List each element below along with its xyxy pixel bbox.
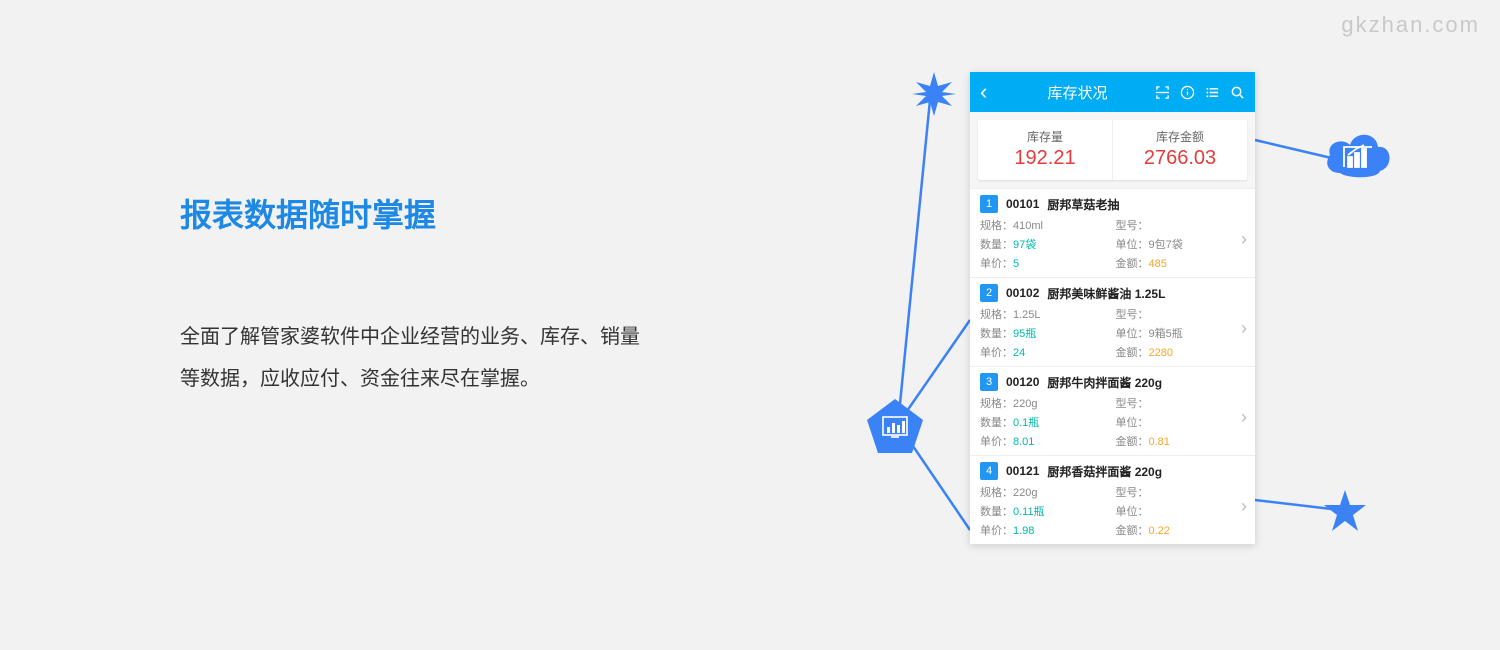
item-code: 00120 [1006,375,1039,389]
item-spec: 规格：410ml [980,217,1110,233]
item-unit: 单位：9箱5瓶 [1116,325,1246,341]
item-qty: 数量：97袋 [980,236,1110,252]
item-name: 厨邦牛肉拌面酱 220g [1047,374,1162,391]
info-icon[interactable] [1180,85,1195,100]
item-price: 单价：1.98 [980,522,1110,538]
screen-title: 库存状况 [1000,82,1155,103]
item-amount: 金额：0.81 [1116,433,1246,449]
item-model: 型号： [1116,484,1246,500]
item-badge: 4 [980,462,998,480]
star-icon [1322,488,1368,534]
item-unit: 单位：9包7袋 [1116,236,1246,252]
chevron-right-icon: › [1241,407,1247,428]
monitor-chart-icon [863,395,927,459]
item-spec: 规格：220g [980,395,1110,411]
item-amount: 金额：2280 [1116,344,1246,360]
item-name: 厨邦草菇老抽 [1047,196,1119,213]
item-price: 单价：24 [980,344,1110,360]
item-unit: 单位： [1116,414,1246,430]
chevron-right-icon: › [1241,496,1247,517]
item-model: 型号： [1116,395,1246,411]
item-name: 厨邦美味鲜酱油 1.25L [1047,285,1165,302]
item-code: 00101 [1006,197,1039,211]
item-price: 单价：8.01 [980,433,1110,449]
cloud-chart-icon [1320,125,1396,189]
item-qty: 数量：0.1瓶 [980,414,1110,430]
inventory-item[interactable]: 4 00121 厨邦香菇拌面酱 220g 规格：220g 型号： 数量：0.11瓶单位： 单… [970,455,1255,544]
item-code: 00102 [1006,286,1039,300]
inventory-item[interactable]: 3 00120 厨邦牛肉拌面酱 220g 规格：220g 型号： 数量：0.1瓶单位： 单价… [970,366,1255,455]
item-model: 型号： [1116,306,1246,322]
body-text: 全面了解管家婆软件中企业经营的业务、库存、销量等数据，应收应付、资金往来尽在掌握… [180,316,640,400]
summary-label: 库存金额 [1113,128,1247,145]
scan-icon[interactable] [1155,85,1170,100]
summary-value: 2766.03 [1113,147,1247,170]
list-icon[interactable] [1205,85,1220,100]
summary-card: 库存量 192.21 库存金额 2766.03 [978,120,1247,180]
watermark-text: gkzhan.com [1341,12,1480,38]
inventory-item[interactable]: 1 00101 厨邦草菇老抽规格：410ml 型号： 数量：97袋单位：9包7袋单价：5… [970,188,1255,277]
item-model: 型号： [1116,217,1246,233]
item-amount: 金额：485 [1116,255,1246,271]
burst-icon [912,72,956,116]
marketing-copy: 报表数据随时掌握 全面了解管家婆软件中企业经营的业务、库存、销量等数据，应收应付… [180,190,640,400]
summary-value: 192.21 [978,147,1112,170]
item-badge: 1 [980,195,998,213]
item-spec: 规格：220g [980,484,1110,500]
summary-label: 库存量 [978,128,1112,145]
search-icon[interactable] [1230,85,1245,100]
item-qty: 数量：95瓶 [980,325,1110,341]
back-icon[interactable]: ‹ [980,79,1000,105]
phone-panel: ‹ 库存状况 [970,72,1255,544]
item-qty: 数量：0.11瓶 [980,503,1110,519]
chevron-right-icon: › [1241,318,1247,339]
item-badge: 2 [980,284,998,302]
headline: 报表数据随时掌握 [180,190,640,236]
inventory-item[interactable]: 2 00102 厨邦美味鲜酱油 1.25L 规格：1.25L 型号： 数量：95瓶单位：9… [970,277,1255,366]
summary-stock-amount[interactable]: 库存金额 2766.03 [1113,120,1247,180]
item-unit: 单位： [1116,503,1246,519]
item-amount: 金额：0.22 [1116,522,1246,538]
item-spec: 规格：1.25L [980,306,1110,322]
item-code: 00121 [1006,464,1039,478]
chevron-right-icon: › [1241,229,1247,250]
item-name: 厨邦香菇拌面酱 220g [1047,463,1162,480]
item-badge: 3 [980,373,998,391]
phone-header: ‹ 库存状况 [970,72,1255,112]
summary-stock-qty[interactable]: 库存量 192.21 [978,120,1113,180]
item-price: 单价：5 [980,255,1110,271]
